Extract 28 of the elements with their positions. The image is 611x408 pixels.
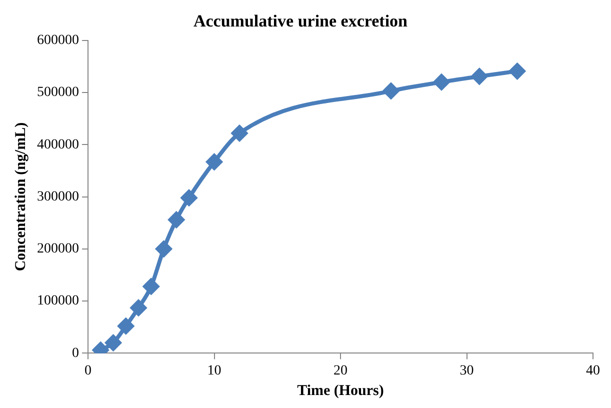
x-tick-label: 40 (586, 363, 600, 378)
x-tick-label: 10 (207, 363, 222, 378)
chart-title: Accumulative urine excretion (193, 12, 408, 31)
point (509, 63, 526, 80)
point (181, 190, 197, 206)
point (434, 74, 450, 90)
point (143, 278, 160, 294)
point (471, 68, 488, 84)
x-tick-label: 30 (460, 363, 474, 378)
point (156, 240, 172, 257)
point (383, 82, 399, 99)
point (118, 318, 134, 334)
y-tick-label: 600000 (37, 33, 79, 48)
y-tick-label: 100000 (37, 294, 79, 309)
point (206, 154, 222, 170)
x-axis-title: Time (Hours) (297, 382, 384, 399)
point (105, 334, 122, 351)
y-tick-label: 400000 (37, 137, 79, 152)
y-tick-label: 200000 (37, 242, 79, 257)
point (168, 212, 184, 228)
y-tick-label: 500000 (37, 85, 79, 100)
point (232, 125, 248, 142)
y-tick-label: 0 (72, 346, 79, 361)
x-tick-label: 0 (84, 363, 92, 378)
point (130, 300, 146, 316)
x-tick-label: 20 (334, 363, 348, 378)
y-axis-title: Concentration (ng/mL) (12, 122, 29, 272)
y-tick-label: 300000 (37, 189, 79, 204)
